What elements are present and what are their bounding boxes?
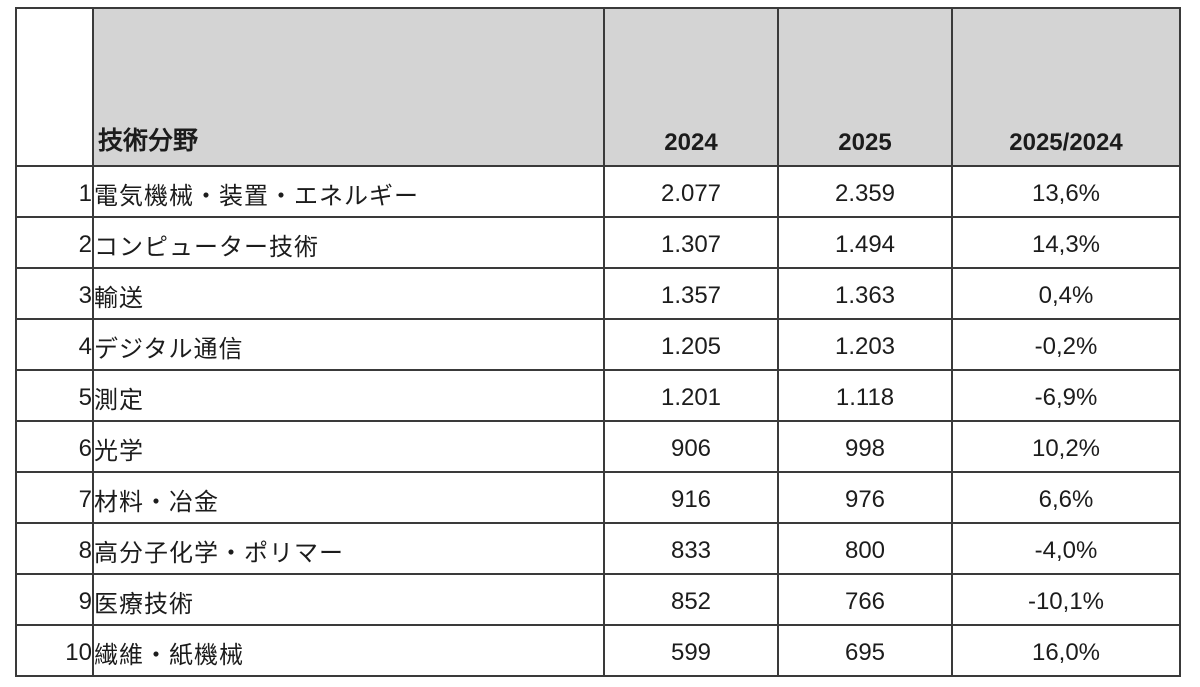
table-row: 1 電気機械・装置・エネルギー 2.077 2.359 13,6% <box>15 165 1181 218</box>
field-cell: 光学 <box>92 420 605 473</box>
table-row: 9 医療技術 852 766 -10,1% <box>15 573 1181 626</box>
value-2024-cell: 2.077 <box>603 165 779 218</box>
column-header-2024: 2024 <box>603 7 779 167</box>
value-2025-cell: 766 <box>777 573 953 626</box>
field-cell: コンピューター技術 <box>92 216 605 269</box>
field-cell: 測定 <box>92 369 605 422</box>
field-cell: 材料・冶金 <box>92 471 605 524</box>
value-2025-cell: 1.118 <box>777 369 953 422</box>
table-row: 5 測定 1.201 1.118 -6,9% <box>15 369 1181 422</box>
rank-cell: 4 <box>15 318 94 371</box>
value-2024-cell: 852 <box>603 573 779 626</box>
field-cell: 医療技術 <box>92 573 605 626</box>
field-cell: 繊維・紙機械 <box>92 624 605 677</box>
ratio-cell: -10,1% <box>951 573 1181 626</box>
ratio-cell: -0,2% <box>951 318 1181 371</box>
value-2024-cell: 1.357 <box>603 267 779 320</box>
value-2024-cell: 833 <box>603 522 779 575</box>
value-2024-cell: 1.307 <box>603 216 779 269</box>
value-2025-cell: 800 <box>777 522 953 575</box>
rank-cell: 2 <box>15 216 94 269</box>
ratio-cell: 0,4% <box>951 267 1181 320</box>
ratio-cell: -6,9% <box>951 369 1181 422</box>
table-row: 8 高分子化学・ポリマー 833 800 -4,0% <box>15 522 1181 575</box>
table-row: 4 デジタル通信 1.205 1.203 -0,2% <box>15 318 1181 371</box>
rank-cell: 7 <box>15 471 94 524</box>
value-2025-cell: 1.203 <box>777 318 953 371</box>
ratio-cell: 13,6% <box>951 165 1181 218</box>
field-cell: デジタル通信 <box>92 318 605 371</box>
rank-cell: 3 <box>15 267 94 320</box>
table-row: 7 材料・冶金 916 976 6,6% <box>15 471 1181 524</box>
rank-cell: 9 <box>15 573 94 626</box>
table-row: 2 コンピューター技術 1.307 1.494 14,3% <box>15 216 1181 269</box>
value-2025-cell: 998 <box>777 420 953 473</box>
table-row: 6 光学 906 998 10,2% <box>15 420 1181 473</box>
value-2024-cell: 916 <box>603 471 779 524</box>
column-header-ratio: 2025/2024 <box>951 7 1181 167</box>
column-header-rank <box>15 7 94 167</box>
value-2024-cell: 599 <box>603 624 779 677</box>
value-2025-cell: 1.363 <box>777 267 953 320</box>
value-2024-cell: 1.201 <box>603 369 779 422</box>
ratio-cell: 6,6% <box>951 471 1181 524</box>
ratio-cell: -4,0% <box>951 522 1181 575</box>
value-2024-cell: 906 <box>603 420 779 473</box>
rank-cell: 1 <box>15 165 94 218</box>
table-row: 10 繊維・紙機械 599 695 16,0% <box>15 624 1181 677</box>
value-2025-cell: 976 <box>777 471 953 524</box>
table-row: 3 輸送 1.357 1.363 0,4% <box>15 267 1181 320</box>
rank-cell: 5 <box>15 369 94 422</box>
rank-cell: 10 <box>15 624 94 677</box>
ratio-cell: 10,2% <box>951 420 1181 473</box>
ratio-cell: 16,0% <box>951 624 1181 677</box>
value-2025-cell: 695 <box>777 624 953 677</box>
column-header-field: 技術分野 <box>92 7 605 167</box>
field-cell: 電気機械・装置・エネルギー <box>92 165 605 218</box>
rank-cell: 6 <box>15 420 94 473</box>
rank-cell: 8 <box>15 522 94 575</box>
field-cell: 輸送 <box>92 267 605 320</box>
technology-fields-table: 技術分野 2024 2025 2025/2024 1 電気機械・装置・エネルギー… <box>15 7 1181 677</box>
column-header-2025: 2025 <box>777 7 953 167</box>
table-header-row: 技術分野 2024 2025 2025/2024 <box>15 7 1181 167</box>
value-2024-cell: 1.205 <box>603 318 779 371</box>
value-2025-cell: 2.359 <box>777 165 953 218</box>
ratio-cell: 14,3% <box>951 216 1181 269</box>
value-2025-cell: 1.494 <box>777 216 953 269</box>
field-cell: 高分子化学・ポリマー <box>92 522 605 575</box>
